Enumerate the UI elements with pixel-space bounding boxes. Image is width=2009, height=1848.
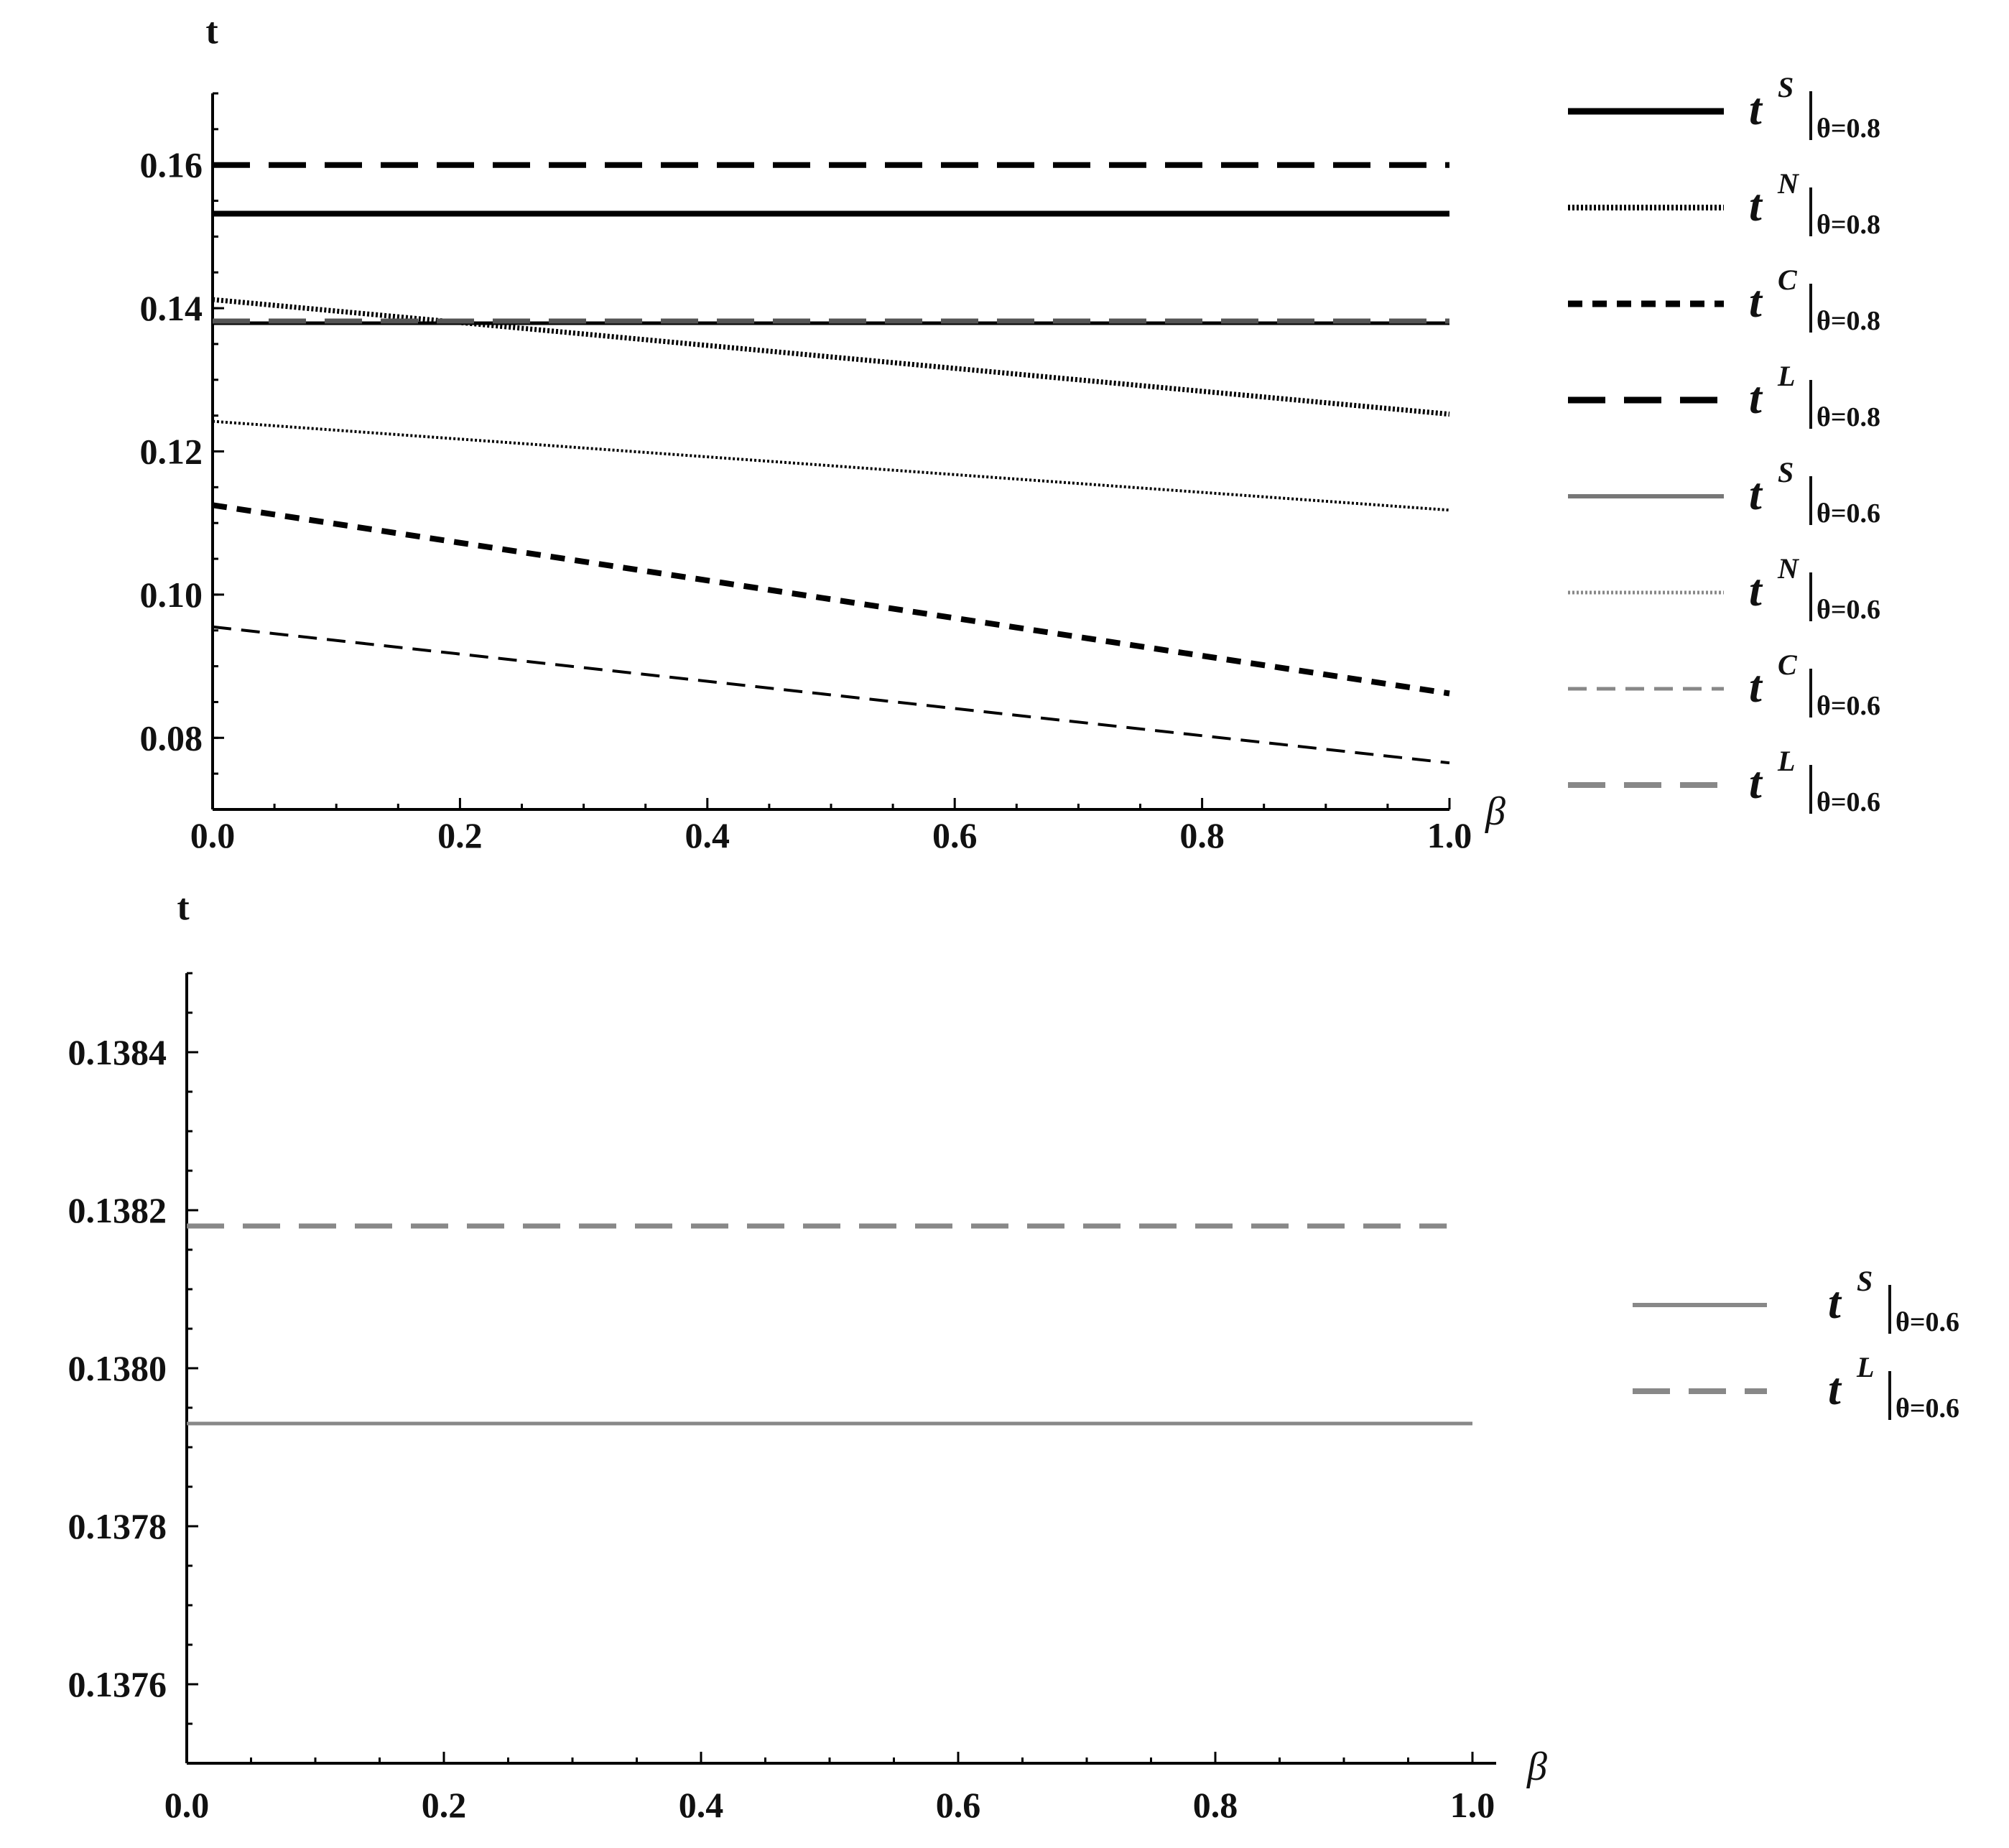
x-tick-label: 0.2 bbox=[437, 815, 483, 855]
legend-superscript: L bbox=[1777, 745, 1795, 777]
x-axis-title: β bbox=[1526, 1745, 1547, 1789]
legend-superscript: L bbox=[1856, 1351, 1874, 1383]
x-tick-label: 0.0 bbox=[190, 815, 236, 855]
y-axis-title: t bbox=[205, 11, 218, 52]
legend-symbol: t bbox=[1828, 1277, 1842, 1328]
legend-superscript: C bbox=[1778, 649, 1798, 681]
chart-bottom: 0.0 0.2 0.4 0.6 0.8 1.0 0.1376 0.1378 0.1380 0.13… bbox=[68, 887, 1960, 1825]
y-tick-label: 0.14 bbox=[140, 288, 203, 328]
legend-symbol: t bbox=[1749, 757, 1763, 808]
y-tick-label: 0.16 bbox=[140, 145, 203, 185]
legend-subscript: θ=0.8 bbox=[1817, 402, 1880, 432]
series-line-N-08 bbox=[212, 297, 1450, 417]
y-axis-title: t bbox=[177, 887, 190, 928]
series-line-N-06 bbox=[212, 419, 1450, 512]
x-tick-label: 0.8 bbox=[1179, 815, 1225, 855]
x-tick-label: 0.6 bbox=[936, 1785, 981, 1825]
x-tick-label: 0.4 bbox=[685, 815, 730, 855]
y-tick-label: 0.1378 bbox=[68, 1506, 167, 1546]
legend-subscript: θ=0.8 bbox=[1817, 210, 1880, 240]
legend-symbol: t bbox=[1749, 565, 1763, 616]
legend-symbol: t bbox=[1749, 83, 1763, 134]
x-tick-label: 0.4 bbox=[679, 1785, 724, 1825]
x-tick-label: 1.0 bbox=[1427, 815, 1472, 855]
x-axis-title: β bbox=[1485, 789, 1505, 834]
legend-superscript: S bbox=[1857, 1265, 1873, 1297]
legend-subscript: θ=0.6 bbox=[1817, 498, 1880, 529]
series-line-C-06 bbox=[212, 625, 1450, 765]
y-tick-label: 0.1380 bbox=[68, 1348, 167, 1388]
x-tick-label: 0.2 bbox=[422, 1785, 467, 1825]
legend-superscript: S bbox=[1778, 71, 1794, 103]
legend: t Sθ=0.8t Nθ=0.8t Cθ=0.8t Lθ=0.8t Sθ=0.6t Nθ=0… bbox=[1568, 71, 1880, 817]
x-tick-label: 1.0 bbox=[1450, 1785, 1495, 1825]
y-tick-label: 0.1382 bbox=[68, 1190, 167, 1230]
legend-subscript: θ=0.6 bbox=[1817, 595, 1880, 625]
x-tick-label: 0.8 bbox=[1193, 1785, 1238, 1825]
legend-superscript: S bbox=[1778, 456, 1794, 488]
legend-subscript: θ=0.6 bbox=[1817, 691, 1880, 721]
y-tick-label: 0.1384 bbox=[68, 1032, 167, 1072]
legend-superscript: C bbox=[1778, 264, 1798, 296]
legend-superscript: L bbox=[1777, 360, 1795, 392]
legend-subscript: θ=0.8 bbox=[1817, 306, 1880, 336]
legend-subscript: θ=0.8 bbox=[1817, 113, 1880, 144]
legend-symbol: t bbox=[1828, 1363, 1842, 1414]
legend-subscript: θ=0.6 bbox=[1896, 1307, 1959, 1337]
y-tick-label: 0.12 bbox=[140, 432, 203, 472]
y-tick-label: 0.10 bbox=[140, 575, 203, 615]
legend-superscript: N bbox=[1777, 552, 1800, 585]
legend-symbol: t bbox=[1749, 468, 1763, 519]
legend: t Sθ=0.6t Lθ=0.6 bbox=[1633, 1265, 1959, 1424]
legend-superscript: N bbox=[1777, 167, 1800, 200]
x-tick-label: 0.0 bbox=[164, 1785, 210, 1825]
y-tick-label: 0.1376 bbox=[68, 1664, 167, 1704]
legend-symbol: t bbox=[1749, 180, 1763, 231]
chart-top: 0.0 0.2 0.4 0.6 0.8 1.0 0.08 0.10 0.12 0.14 0.16 t β… bbox=[140, 11, 1881, 855]
legend-symbol: t bbox=[1749, 661, 1763, 712]
x-tick-label: 0.6 bbox=[932, 815, 978, 855]
series-line-C-08 bbox=[212, 502, 1450, 697]
y-tick-label: 0.08 bbox=[140, 718, 203, 758]
legend-symbol: t bbox=[1749, 276, 1763, 327]
legend-subscript: θ=0.6 bbox=[1896, 1393, 1959, 1424]
legend-subscript: θ=0.6 bbox=[1817, 787, 1880, 817]
legend-symbol: t bbox=[1749, 372, 1763, 423]
